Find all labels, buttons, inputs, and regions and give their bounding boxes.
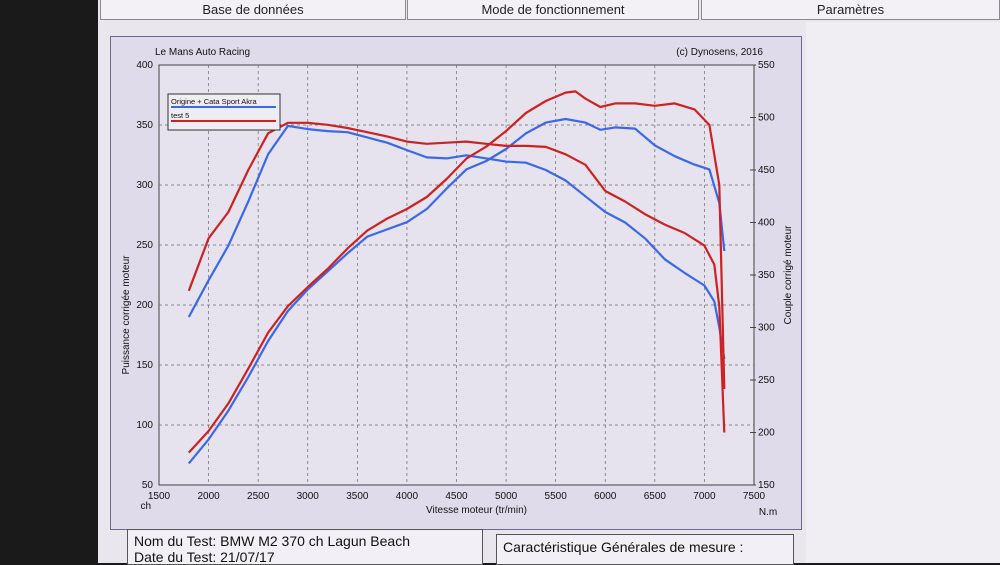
tab-database[interactable]: Base de données	[100, 0, 406, 20]
x-axis-label: Vitesse moteur (tr/min)	[426, 505, 527, 516]
unit-right-label: N.m	[759, 507, 777, 518]
legend-box	[167, 93, 281, 131]
tab-bar: Base de données Mode de fonctionnement P…	[98, 0, 1000, 20]
power-curve-series-1	[187, 117, 726, 465]
x-tick-label: 5000	[495, 491, 518, 502]
legend-label: test 5	[171, 111, 189, 120]
y-left-tick-label: 250	[136, 240, 153, 251]
x-tick-label: 5500	[545, 491, 568, 502]
tab-settings[interactable]: Paramètres	[701, 0, 1000, 20]
y-left-tick-label: 150	[136, 360, 153, 371]
torque-curve-series-1	[187, 124, 726, 360]
y-left-tick-label: 50	[142, 480, 154, 491]
x-tick-label: 6500	[644, 491, 667, 502]
y-right-axis-label: Couple corrigé moteur	[783, 225, 794, 325]
side-pane	[806, 22, 1000, 563]
x-tick-label: 4000	[396, 491, 419, 502]
y-left-tick-label: 350	[136, 120, 153, 131]
tab-operating-mode[interactable]: Mode de fonctionnement	[407, 0, 699, 20]
y-left-tick-label: 200	[136, 300, 153, 311]
y-left-tick-label: 400	[136, 60, 153, 71]
test-name: Nom du Test: BMW M2 370 ch Lagun Beach	[134, 533, 410, 549]
y-right-tick-label: 300	[758, 323, 775, 334]
chart-header-right: (c) Dynosens, 2016	[676, 47, 763, 58]
test-info-box: Nom du Test: BMW M2 370 ch Lagun Beach D…	[127, 529, 483, 565]
y-left-tick-label: 100	[136, 420, 153, 431]
unit-left-label: ch	[140, 501, 151, 512]
y-left-tick-label: 300	[136, 180, 153, 191]
y-right-tick-label: 400	[758, 218, 775, 229]
x-tick-label: 3500	[346, 491, 369, 502]
x-tick-label: 7500	[743, 491, 766, 502]
x-tick-label: 2000	[197, 491, 220, 502]
x-tick-label: 6000	[594, 491, 617, 502]
chart-header-left: Le Mans Auto Racing	[155, 47, 250, 58]
y-right-tick-label: 200	[758, 428, 775, 439]
test-date: Date du Test: 21/07/17	[134, 549, 275, 565]
torque-curve-series-2	[187, 121, 726, 433]
y-right-tick-label: 150	[758, 480, 775, 491]
power-curve-series-2	[187, 90, 726, 454]
y-left-axis-label: Puissance corrigée moteur	[121, 255, 132, 375]
x-tick-label: 7000	[693, 491, 716, 502]
x-tick-label: 2500	[247, 491, 270, 502]
x-tick-label: 3000	[297, 491, 320, 502]
dyno-chart: 1500 2000 2500 3000 3500 4000 4500 5000 5500 6000…	[121, 47, 794, 518]
y-right-tick-label: 250	[758, 375, 775, 386]
x-tick-label: 4500	[445, 491, 468, 502]
y-right-tick-label: 500	[758, 113, 775, 124]
chart-panel: 1500 2000 2500 3000 3500 4000 4500 5000 5500 6000…	[110, 36, 802, 530]
measurement-spec-box: Caractéristique Générales de mesure :	[496, 534, 794, 565]
x-tick-label: 1500	[148, 491, 171, 502]
y-right-tick-label: 550	[758, 60, 775, 71]
spec-title: Caractéristique Générales de mesure :	[503, 539, 744, 555]
y-right-tick-label: 450	[758, 165, 775, 176]
legend-label: Origine + Cata Sport Akra	[171, 97, 257, 106]
y-right-tick-label: 350	[758, 270, 775, 281]
